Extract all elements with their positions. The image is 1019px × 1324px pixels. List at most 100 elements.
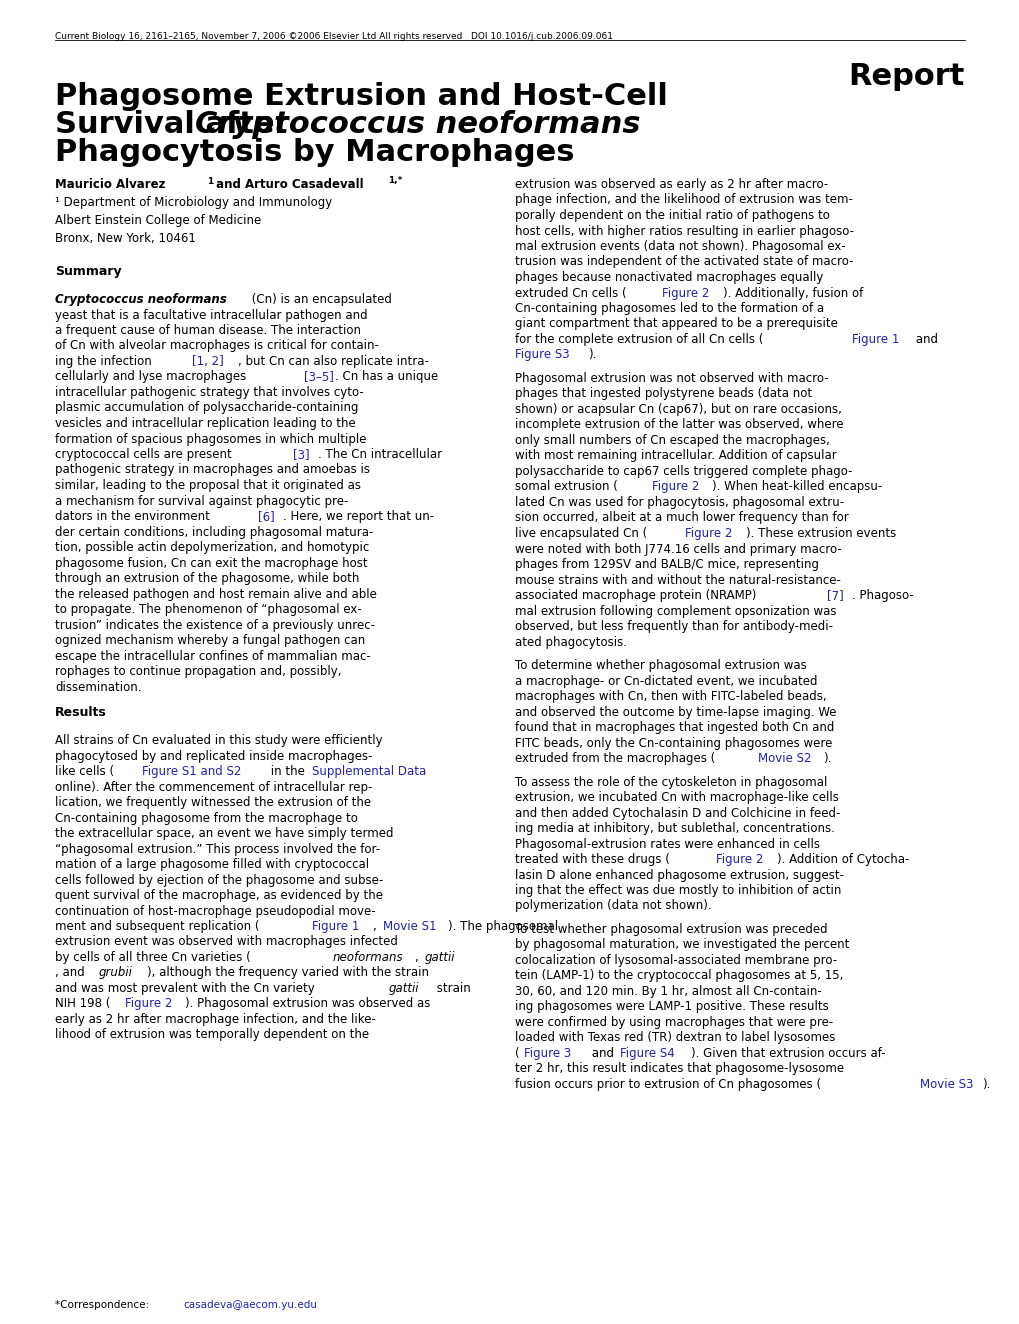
Text: to propagate. The phenomenon of “phagosomal ex-: to propagate. The phenomenon of “phagoso… [55,602,362,616]
Text: pathogenic strategy in macrophages and amoebas is: pathogenic strategy in macrophages and a… [55,463,370,477]
Text: gattii: gattii [388,982,419,996]
Text: extruded from the macrophages (: extruded from the macrophages ( [515,752,714,765]
Text: in the: in the [267,765,309,779]
Text: 1,*: 1,* [387,176,401,185]
Text: trusion” indicates the existence of a previously unrec-: trusion” indicates the existence of a pr… [55,618,375,632]
Text: Cn-containing phagosome from the macrophage to: Cn-containing phagosome from the macroph… [55,812,358,825]
Text: [7]: [7] [826,589,843,602]
Text: ). Additionally, fusion of: ). Additionally, fusion of [722,286,862,299]
Text: giant compartment that appeared to be a prerequisite: giant compartment that appeared to be a … [515,318,837,331]
Text: Figure 2: Figure 2 [661,286,708,299]
Text: ). These extrusion events: ). These extrusion events [745,527,896,540]
Text: a macrophage- or Cn-dictated event, we incubated: a macrophage- or Cn-dictated event, we i… [515,674,816,687]
Text: Cn-containing phagosomes led to the formation of a: Cn-containing phagosomes led to the form… [515,302,823,315]
Text: a frequent cause of human disease. The interaction: a frequent cause of human disease. The i… [55,324,361,338]
Text: 30, 60, and 120 min. By 1 hr, almost all Cn-contain-: 30, 60, and 120 min. By 1 hr, almost all… [515,985,821,998]
Text: with most remaining intracellular. Addition of capsular: with most remaining intracellular. Addit… [515,450,836,462]
Text: lihood of extrusion was temporally dependent on the: lihood of extrusion was temporally depen… [55,1029,369,1042]
Text: mation of a large phagosome filled with cryptococcal: mation of a large phagosome filled with … [55,858,369,871]
Text: cryptococcal cells are present: cryptococcal cells are present [55,448,235,461]
Text: [3]: [3] [292,448,310,461]
Text: extrusion event was observed with macrophages infected: extrusion event was observed with macrop… [55,936,397,948]
Text: phages from 129SV and BALB/C mice, representing: phages from 129SV and BALB/C mice, repre… [515,557,818,571]
Text: lated Cn was used for phagocytosis, phagosomal extru-: lated Cn was used for phagocytosis, phag… [515,496,844,508]
Text: loaded with Texas red (TR) dextran to label lysosomes: loaded with Texas red (TR) dextran to la… [515,1031,835,1045]
Text: der certain conditions, including phagosomal matura-: der certain conditions, including phagos… [55,526,373,539]
Text: phages because nonactivated macrophages equally: phages because nonactivated macrophages … [515,271,822,285]
Text: Phagosomal-extrusion rates were enhanced in cells: Phagosomal-extrusion rates were enhanced… [515,838,819,850]
Text: somal extrusion (: somal extrusion ( [515,481,618,494]
Text: To assess the role of the cytoskeleton in phagosomal: To assess the role of the cytoskeleton i… [515,776,826,789]
Text: Cryptococcus neoformans: Cryptococcus neoformans [55,293,226,306]
Text: Movie S1: Movie S1 [382,920,436,933]
Text: only small numbers of Cn escaped the macrophages,: only small numbers of Cn escaped the mac… [515,434,829,448]
Text: ing the infection: ing the infection [55,355,155,368]
Text: ment and subsequent replication (: ment and subsequent replication ( [55,920,259,933]
Text: cellularly and lyse macrophages: cellularly and lyse macrophages [55,371,250,384]
Text: by cells of all three Cn varieties (: by cells of all three Cn varieties ( [55,951,251,964]
Text: Results: Results [55,706,107,719]
Text: like cells (: like cells ( [55,765,114,779]
Text: grubii: grubii [99,967,132,980]
Text: tion, possible actin depolymerization, and homotypic: tion, possible actin depolymerization, a… [55,542,369,553]
Text: [3–5]: [3–5] [304,371,333,384]
Text: extrusion was observed as early as 2 hr after macro-: extrusion was observed as early as 2 hr … [515,177,827,191]
Text: Figure 2: Figure 2 [685,527,732,540]
Text: Albert Einstein College of Medicine: Albert Einstein College of Medicine [55,214,261,226]
Text: FITC beads, only the Cn-containing phagosomes were: FITC beads, only the Cn-containing phago… [515,736,832,749]
Text: and observed the outcome by time-lapse imaging. We: and observed the outcome by time-lapse i… [515,706,836,719]
Text: and Arturo Casadevall: and Arturo Casadevall [211,177,363,191]
Text: a mechanism for survival against phagocytic pre-: a mechanism for survival against phagocy… [55,494,348,507]
Text: Current Biology 16, 2161–2165, November 7, 2006 ©2006 Elsevier Ltd All rights re: Current Biology 16, 2161–2165, November … [55,32,612,41]
Text: neoformans: neoformans [332,951,404,964]
Text: vesicles and intracellular replication leading to the: vesicles and intracellular replication l… [55,417,356,430]
Text: To determine whether phagosomal extrusion was: To determine whether phagosomal extrusio… [515,659,806,673]
Text: Figure S4: Figure S4 [620,1047,675,1061]
Text: Cryptococcus neoformans: Cryptococcus neoformans [195,110,640,139]
Text: phages that ingested polystyrene beads (data not: phages that ingested polystyrene beads (… [515,388,811,400]
Text: dators in the environment: dators in the environment [55,510,213,523]
Text: the released pathogen and host remain alive and able: the released pathogen and host remain al… [55,588,376,601]
Text: . Cn has a unique: . Cn has a unique [334,371,438,384]
Text: Movie S3: Movie S3 [919,1078,972,1091]
Text: ).: ). [587,348,596,361]
Text: formation of spacious phagosomes in which multiple: formation of spacious phagosomes in whic… [55,433,366,445]
Text: ).: ). [822,752,830,765]
Text: strain: strain [433,982,471,996]
Text: Figure 2: Figure 2 [125,997,172,1010]
Text: phagosome fusion, Cn can exit the macrophage host: phagosome fusion, Cn can exit the macrop… [55,556,367,569]
Text: extrusion, we incubated Cn with macrophage-like cells: extrusion, we incubated Cn with macropha… [515,790,838,804]
Text: extruded Cn cells (: extruded Cn cells ( [515,286,626,299]
Text: phage infection, and the likelihood of extrusion was tem-: phage infection, and the likelihood of e… [515,193,852,207]
Text: and: and [911,334,937,346]
Text: of Cn with alveolar macrophages is critical for contain-: of Cn with alveolar macrophages is criti… [55,339,378,352]
Text: observed, but less frequently than for antibody-medi-: observed, but less frequently than for a… [515,620,833,633]
Text: To test whether phagosomal extrusion was preceded: To test whether phagosomal extrusion was… [515,923,826,936]
Text: rophages to continue propagation and, possibly,: rophages to continue propagation and, po… [55,665,341,678]
Text: were confirmed by using macrophages that were pre-: were confirmed by using macrophages that… [515,1016,833,1029]
Text: macrophages with Cn, then with FITC-labeled beads,: macrophages with Cn, then with FITC-labe… [515,690,825,703]
Text: Movie S2: Movie S2 [757,752,811,765]
Text: ), although the frequency varied with the strain: ), although the frequency varied with th… [147,967,429,980]
Text: ognized mechanism whereby a fungal pathogen can: ognized mechanism whereby a fungal patho… [55,634,365,647]
Text: [1, 2]: [1, 2] [192,355,223,368]
Text: Figure 2: Figure 2 [651,481,699,494]
Text: treated with these drugs (: treated with these drugs ( [515,853,669,866]
Text: sion occurred, albeit at a much lower frequency than for: sion occurred, albeit at a much lower fr… [515,511,848,524]
Text: ).: ). [981,1078,989,1091]
Text: (: ( [515,1047,519,1061]
Text: escape the intracellular confines of mammalian mac-: escape the intracellular confines of mam… [55,650,370,662]
Text: continuation of host-macrophage pseudopodial move-: continuation of host-macrophage pseudopo… [55,904,375,918]
Text: online). After the commencement of intracellular rep-: online). After the commencement of intra… [55,781,372,793]
Text: tein (LAMP-1) to the cryptococcal phagosomes at 5, 15,: tein (LAMP-1) to the cryptococcal phagos… [515,969,843,982]
Text: ter 2 hr, this result indicates that phagosome-lysosome: ter 2 hr, this result indicates that pha… [515,1062,844,1075]
Text: Figure 3: Figure 3 [524,1047,571,1061]
Text: All strains of Cn evaluated in this study were efficiently: All strains of Cn evaluated in this stud… [55,733,382,747]
Text: similar, leading to the proposal that it originated as: similar, leading to the proposal that it… [55,479,361,493]
Text: fusion occurs prior to extrusion of Cn phagosomes (: fusion occurs prior to extrusion of Cn p… [515,1078,820,1091]
Text: . The Cn intracellular: . The Cn intracellular [318,448,441,461]
Text: [6]: [6] [258,510,274,523]
Text: Figure S3: Figure S3 [515,348,569,361]
Text: cells followed by ejection of the phagosome and subse-: cells followed by ejection of the phagos… [55,874,383,887]
Text: Phagosomal extrusion was not observed with macro-: Phagosomal extrusion was not observed wi… [515,372,827,385]
